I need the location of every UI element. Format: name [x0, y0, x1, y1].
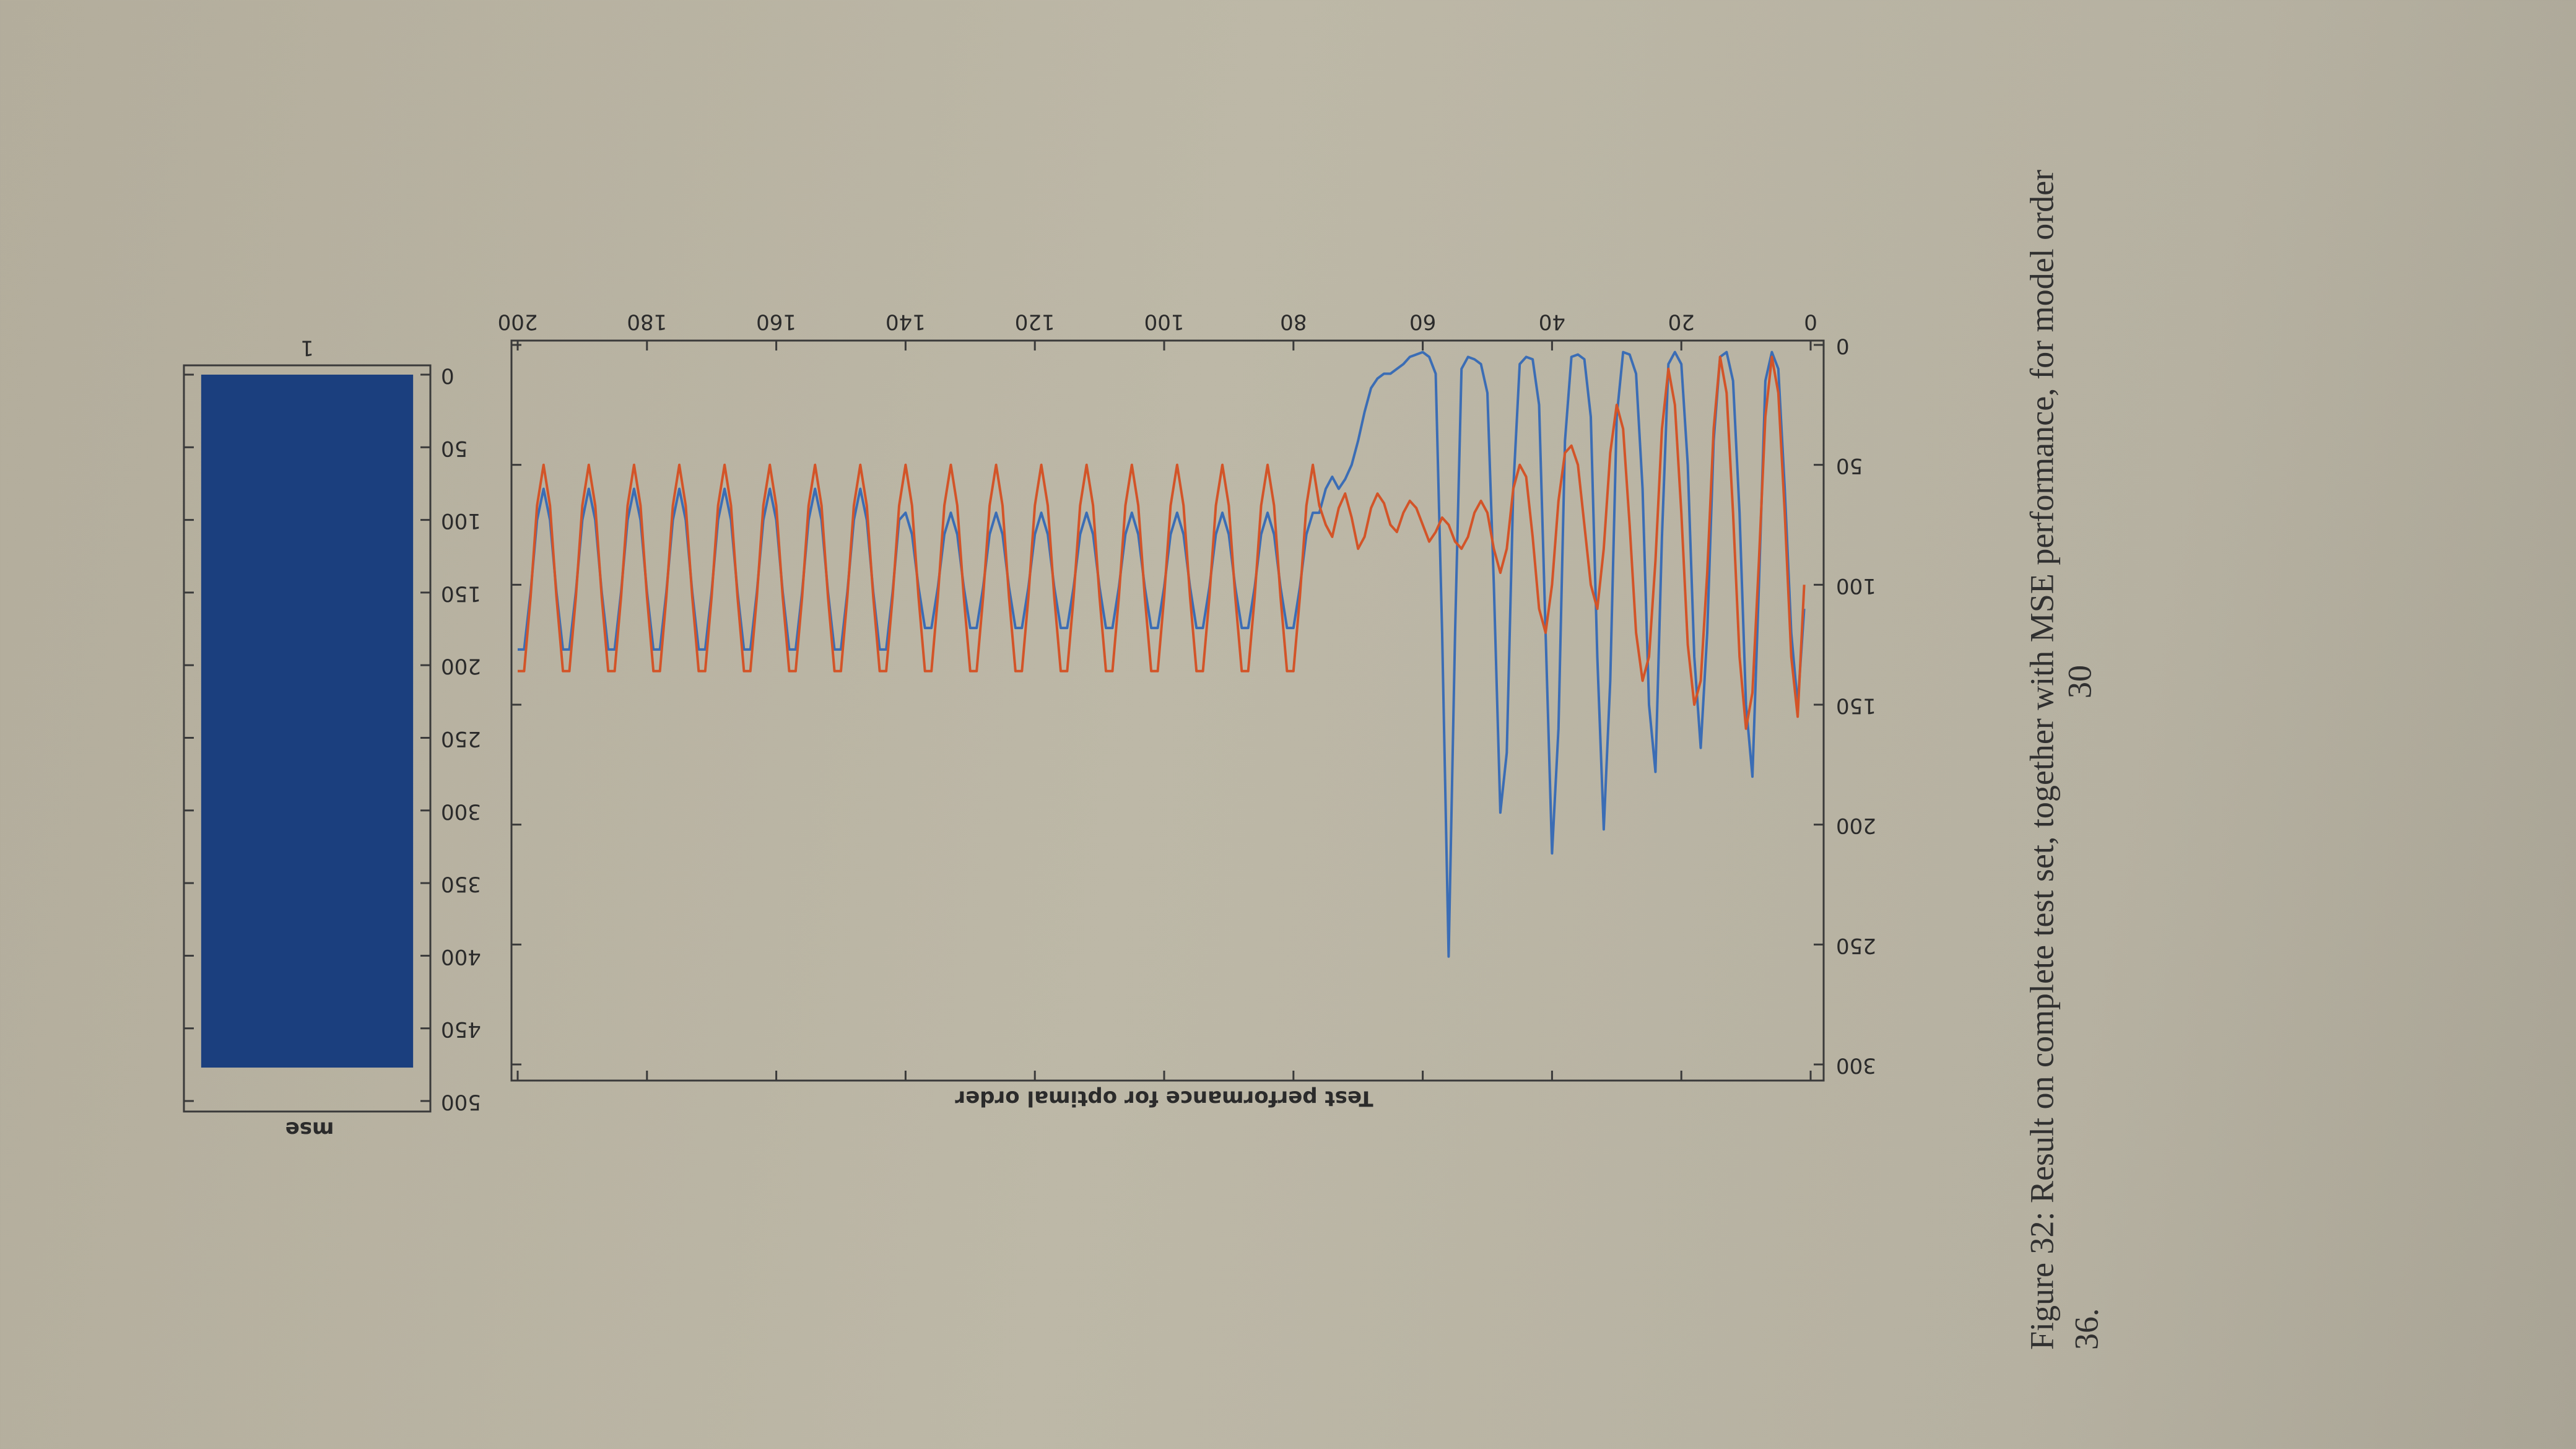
plot-frame [510, 339, 1825, 1082]
y-tick-label: 50 [441, 436, 468, 461]
y-tick-label: 200 [441, 654, 481, 679]
y-tick-label: 150 [1836, 694, 1876, 718]
y-tick-label: 250 [1836, 933, 1876, 958]
y-tick-label: 450 [441, 1017, 481, 1042]
y-tick-label: 0 [1836, 334, 1850, 359]
x-tick-label: 180 [627, 310, 667, 334]
series-line [518, 355, 1806, 730]
x-tick-label: 80 [1280, 310, 1307, 334]
y-tick-label: 200 [1836, 813, 1876, 838]
caption-line: Figure 32: Result on complete test set, … [2023, 170, 2060, 1350]
y-tick-label: 150 [441, 581, 481, 606]
x-tick-label: 120 [1015, 310, 1055, 334]
y-tick-label: 50 [1836, 453, 1863, 478]
x-tick-label: 20 [1668, 310, 1695, 334]
page-number: 30 [2061, 665, 2098, 698]
y-tick-label: 350 [441, 872, 481, 897]
y-tick-label: 300 [441, 799, 481, 824]
x-tick-label: 1 [300, 336, 314, 360]
caption-line: 36. [2068, 1308, 2105, 1351]
x-tick-label: 100 [1144, 310, 1185, 334]
bar [201, 375, 414, 1068]
y-tick-label: 500 [441, 1090, 481, 1115]
chart-title: mse [285, 1117, 334, 1142]
x-tick-label: 140 [886, 310, 926, 334]
x-tick-label: 60 [1409, 310, 1436, 334]
x-tick-label: 200 [498, 310, 538, 334]
y-tick-label: 400 [441, 944, 481, 969]
y-tick-label: 100 [441, 508, 481, 533]
y-tick-label: 100 [1836, 573, 1876, 598]
x-tick-label: 0 [1804, 310, 1817, 334]
chart-title: Test performance for optimal order [955, 1086, 1373, 1111]
x-tick-label: 160 [756, 310, 796, 334]
x-tick-label: 40 [1539, 310, 1565, 334]
y-tick-label: 250 [441, 726, 481, 751]
y-tick-label: 0 [441, 363, 455, 388]
y-tick-label: 300 [1836, 1053, 1876, 1078]
